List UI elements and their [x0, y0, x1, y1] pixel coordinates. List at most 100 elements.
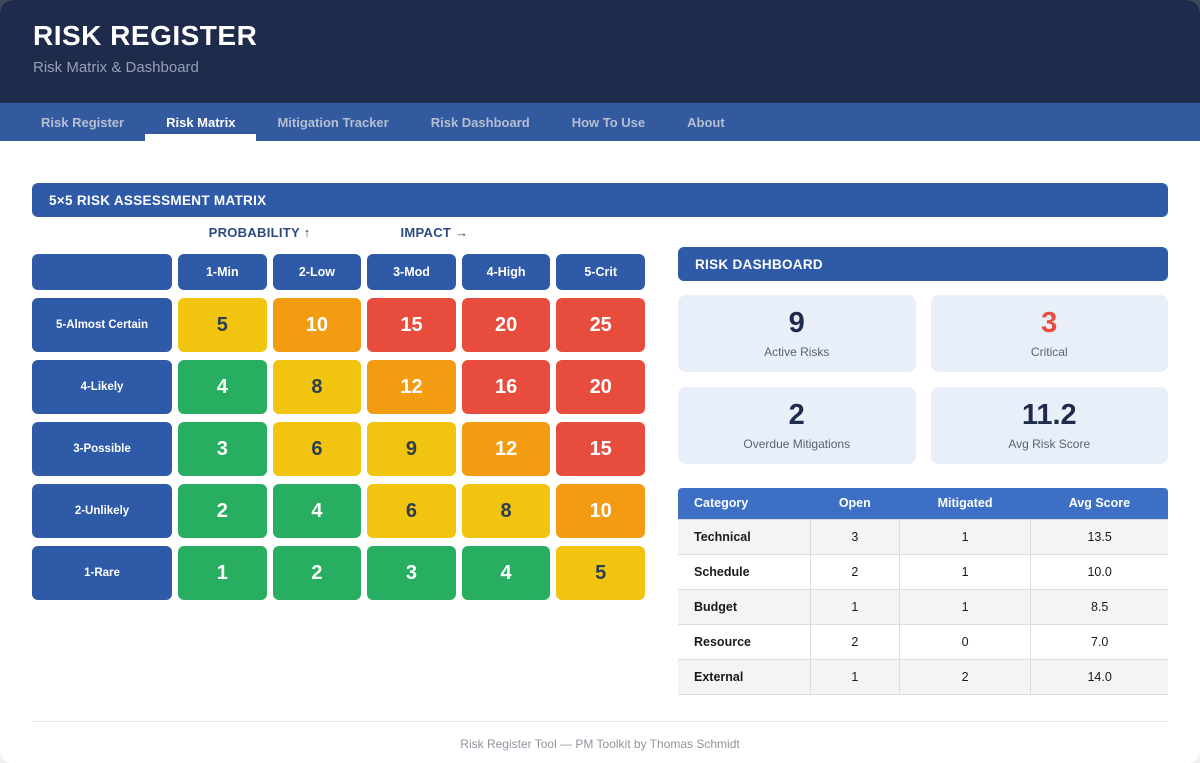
tab-about[interactable]: About	[687, 114, 725, 130]
matrix-cell: 5	[556, 546, 645, 600]
page-subtitle: Risk Matrix & Dashboard	[33, 59, 199, 76]
tab-risk-register[interactable]: Risk Register	[41, 114, 125, 130]
table-cell: 2	[809, 553, 900, 589]
tab-risk-dashboard[interactable]: Risk Dashboard	[430, 114, 530, 130]
stat-card-active-risks: 9 Active Risks	[678, 295, 916, 372]
table-cell: 1	[809, 588, 900, 624]
stat-card-overdue-mitigations: 2 Overdue Mitigations	[678, 387, 916, 464]
stat-card-avg-risk-score: 11.2 Avg Risk Score	[930, 387, 1168, 464]
table-cell: 0	[898, 623, 1031, 659]
stat-label: Active Risks	[764, 344, 830, 359]
tab-how-to-use[interactable]: How To Use	[571, 114, 646, 130]
table-col-header: Avg Score	[1030, 488, 1168, 519]
matrix-cell: 4	[272, 484, 362, 538]
matrix-cell: 8	[272, 360, 362, 414]
table-cell: 14.0	[1030, 658, 1168, 695]
risk-matrix-grid: 1-Min 2-Low 3-Mod 4-High 5-Crit 5-Almost Cert…	[32, 254, 645, 600]
matrix-cell: 16	[461, 360, 551, 414]
matrix-cell: 12	[367, 360, 456, 414]
matrix-cell: 3	[178, 422, 267, 476]
table-cell: Budget	[678, 588, 811, 624]
matrix-row-header: 4-Likely	[32, 360, 172, 414]
dashboard-banner: RISK DASHBOARD	[678, 247, 1168, 281]
matrix-col-header: 5-Crit	[556, 254, 645, 290]
table-cell: External	[678, 658, 811, 695]
risk-matrix-panel: PROBABILITY ↑ IMPACT → 1-Min 2-Low 3-Mod 4-…	[32, 225, 645, 600]
matrix-cell: 25	[556, 298, 645, 352]
main-nav: Risk Register Risk Matrix Mitigation Track…	[0, 103, 1200, 141]
matrix-cell: 15	[556, 422, 645, 476]
table-cell: Technical	[678, 518, 811, 554]
table-cell: 1	[809, 658, 900, 695]
page-title: RISK REGISTER	[33, 20, 258, 51]
dashboard-banner-title: RISK DASHBOARD	[695, 256, 823, 272]
stat-value: 2	[788, 398, 805, 431]
table-cell: 1	[898, 588, 1031, 624]
matrix-cell: 6	[367, 484, 456, 538]
matrix-cell: 10	[556, 484, 645, 538]
matrix-cell: 15	[367, 298, 456, 352]
app-header: RISK REGISTER Risk Matrix & Dashboard	[0, 0, 1200, 103]
matrix-col-header: 3-Mod	[367, 254, 456, 290]
table-cell: 2	[898, 658, 1031, 695]
table-cell: 7.0	[1030, 623, 1168, 659]
matrix-col-header: 1-Min	[178, 254, 267, 290]
stat-value: 11.2	[1021, 398, 1077, 431]
table-row: Technical 3 1 13.5	[678, 518, 1168, 554]
tab-risk-matrix[interactable]: Risk Matrix	[145, 103, 257, 141]
matrix-banner: 5×5 RISK ASSESSMENT MATRIX	[32, 183, 1168, 217]
table-row: External 1 2 14.0	[678, 658, 1168, 695]
matrix-cell: 4	[178, 360, 267, 414]
matrix-cell: 10	[272, 298, 362, 352]
probability-axis-label: PROBABILITY ↑	[208, 225, 311, 240]
table-cell: 13.5	[1030, 518, 1168, 554]
matrix-cell: 20	[556, 360, 645, 414]
table-col-header: Mitigated	[899, 488, 1031, 519]
app-footer: Risk Register Tool — PM Toolkit by Thoma…	[32, 721, 1168, 763]
table-row: Schedule 2 1 10.0	[678, 553, 1168, 589]
table-cell: 1	[898, 553, 1031, 589]
matrix-cell: 4	[461, 546, 551, 600]
matrix-row-header: 2-Unlikely	[32, 484, 172, 538]
matrix-cell: 2	[272, 546, 362, 600]
tab-mitigation-tracker[interactable]: Mitigation Tracker	[277, 114, 389, 130]
stat-card-critical: 3 Critical	[930, 295, 1168, 372]
matrix-col-header: 4-High	[461, 254, 551, 290]
matrix-row-header: 5-Almost Certain	[32, 298, 172, 352]
table-col-header: Category	[678, 488, 811, 519]
matrix-cell: 3	[367, 546, 456, 600]
table-row: Budget 1 1 8.5	[678, 588, 1168, 624]
matrix-cell: 8	[461, 484, 551, 538]
category-table: Category Open Mitigated Avg Score Technical…	[678, 488, 1168, 695]
stat-value: 9	[788, 306, 805, 339]
matrix-cell: 12	[461, 422, 551, 476]
matrix-row-header: 1-Rare	[32, 546, 172, 600]
stat-value: 3	[1041, 306, 1058, 339]
footer-credit: Risk Register Tool — PM Toolkit by Thoma…	[460, 737, 740, 751]
matrix-col-header: 2-Low	[272, 254, 362, 290]
stat-label: Avg Risk Score	[1008, 436, 1091, 451]
table-cell: Resource	[678, 623, 811, 659]
matrix-cell: 1	[178, 546, 267, 600]
risk-dashboard-panel: RISK DASHBOARD 9 Active Risks 3 Critical 2 Ov…	[678, 247, 1168, 695]
table-row: Resource 2 0 7.0	[678, 623, 1168, 659]
main-content: 5×5 RISK ASSESSMENT MATRIX PROBABILITY ↑…	[0, 141, 1200, 704]
dashboard-stat-cards: 9 Active Risks 3 Critical 2 Overdue Mitigatio…	[678, 295, 1168, 464]
matrix-cell: 5	[178, 298, 267, 352]
matrix-cell: 9	[367, 422, 456, 476]
table-cell: 2	[809, 623, 900, 659]
table-cell: Schedule	[678, 553, 811, 589]
table-cell: 8.5	[1030, 588, 1168, 624]
matrix-corner-cell	[32, 254, 172, 290]
stat-label: Critical	[1030, 344, 1068, 359]
table-col-header: Open	[810, 488, 900, 519]
category-table-header-row: Category Open Mitigated Avg Score	[678, 488, 1168, 519]
table-cell: 10.0	[1030, 553, 1168, 589]
matrix-cell: 20	[461, 298, 551, 352]
matrix-cell: 6	[272, 422, 362, 476]
matrix-axis-labels: PROBABILITY ↑ IMPACT →	[32, 225, 645, 245]
matrix-banner-title: 5×5 RISK ASSESSMENT MATRIX	[49, 192, 267, 208]
impact-axis-label: IMPACT →	[400, 225, 469, 240]
matrix-cell: 2	[178, 484, 267, 538]
